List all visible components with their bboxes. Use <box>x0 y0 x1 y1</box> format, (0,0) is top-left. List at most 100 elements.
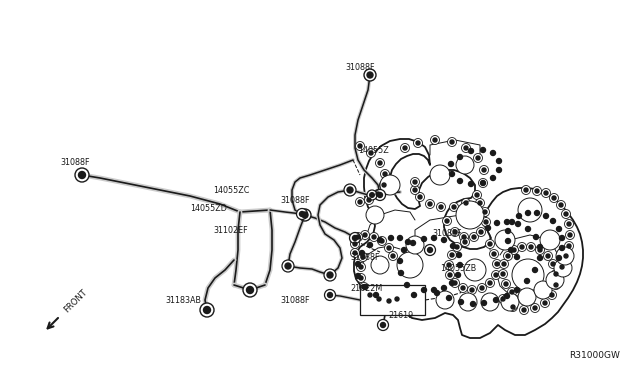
Circle shape <box>564 254 568 258</box>
Circle shape <box>458 154 463 160</box>
Circle shape <box>435 291 440 295</box>
Circle shape <box>511 305 515 309</box>
Circle shape <box>300 212 305 217</box>
Circle shape <box>522 308 526 312</box>
Circle shape <box>374 295 383 304</box>
Circle shape <box>538 256 543 260</box>
Circle shape <box>502 262 506 266</box>
Circle shape <box>381 170 390 179</box>
Circle shape <box>324 269 336 281</box>
Text: 31102EF: 31102EF <box>213 226 248 235</box>
Circle shape <box>418 195 422 199</box>
Circle shape <box>344 184 356 196</box>
Circle shape <box>470 301 476 307</box>
Circle shape <box>531 304 540 312</box>
Circle shape <box>525 227 531 231</box>
Circle shape <box>79 171 86 179</box>
Circle shape <box>499 269 508 279</box>
Circle shape <box>363 233 367 237</box>
Text: 14055ZD: 14055ZD <box>190 204 227 213</box>
Circle shape <box>360 250 365 256</box>
Circle shape <box>481 293 499 311</box>
Circle shape <box>449 161 454 167</box>
Circle shape <box>492 270 500 279</box>
Circle shape <box>502 279 511 289</box>
Circle shape <box>541 298 550 308</box>
Circle shape <box>472 235 476 239</box>
Text: 31088F: 31088F <box>345 63 374 72</box>
Circle shape <box>455 245 459 249</box>
Circle shape <box>504 294 509 298</box>
Circle shape <box>561 209 570 218</box>
Circle shape <box>370 193 374 197</box>
Circle shape <box>246 286 253 294</box>
Circle shape <box>499 295 508 304</box>
Text: 14055ZB: 14055ZB <box>440 264 476 273</box>
Circle shape <box>452 205 456 209</box>
Circle shape <box>387 299 391 303</box>
Text: 21619: 21619 <box>388 311 413 320</box>
Circle shape <box>538 248 542 252</box>
Circle shape <box>458 179 463 183</box>
Circle shape <box>534 234 538 240</box>
Circle shape <box>430 165 450 185</box>
Circle shape <box>529 245 533 249</box>
Circle shape <box>422 237 426 241</box>
Circle shape <box>327 272 333 278</box>
Text: 31088F: 31088F <box>350 253 380 262</box>
Circle shape <box>512 248 516 252</box>
Circle shape <box>204 307 211 314</box>
Circle shape <box>520 305 529 314</box>
Circle shape <box>504 282 508 286</box>
Circle shape <box>447 250 456 260</box>
Circle shape <box>504 219 509 224</box>
Circle shape <box>391 254 395 258</box>
Circle shape <box>381 323 385 327</box>
Circle shape <box>451 228 460 237</box>
Circle shape <box>495 230 515 250</box>
Circle shape <box>368 293 372 297</box>
Circle shape <box>497 158 502 164</box>
Circle shape <box>380 239 384 243</box>
Circle shape <box>525 211 531 215</box>
Circle shape <box>369 151 373 155</box>
Circle shape <box>378 237 387 246</box>
Circle shape <box>378 161 382 165</box>
Circle shape <box>464 146 468 150</box>
Circle shape <box>559 235 564 241</box>
Circle shape <box>456 273 461 278</box>
Circle shape <box>356 235 360 239</box>
Circle shape <box>564 212 568 216</box>
Circle shape <box>369 232 378 241</box>
Circle shape <box>347 187 353 193</box>
Circle shape <box>403 146 407 150</box>
Circle shape <box>353 251 357 255</box>
Circle shape <box>509 246 518 254</box>
Circle shape <box>372 235 376 239</box>
Circle shape <box>351 248 360 257</box>
Circle shape <box>371 256 389 274</box>
Circle shape <box>522 186 531 195</box>
Circle shape <box>415 192 424 202</box>
Circle shape <box>456 156 474 174</box>
Circle shape <box>367 148 376 157</box>
Circle shape <box>479 179 488 187</box>
Circle shape <box>448 273 452 277</box>
Circle shape <box>442 237 447 243</box>
Circle shape <box>501 293 519 311</box>
Circle shape <box>495 262 499 266</box>
Circle shape <box>556 247 574 265</box>
Circle shape <box>447 263 451 267</box>
Circle shape <box>445 219 449 223</box>
Circle shape <box>445 270 454 279</box>
Circle shape <box>552 280 561 289</box>
Circle shape <box>559 203 563 207</box>
Circle shape <box>380 180 388 189</box>
Circle shape <box>560 265 564 269</box>
Circle shape <box>568 233 572 237</box>
Circle shape <box>413 180 417 184</box>
Circle shape <box>516 214 522 218</box>
Circle shape <box>359 265 363 269</box>
Circle shape <box>557 201 566 209</box>
Circle shape <box>377 297 381 301</box>
